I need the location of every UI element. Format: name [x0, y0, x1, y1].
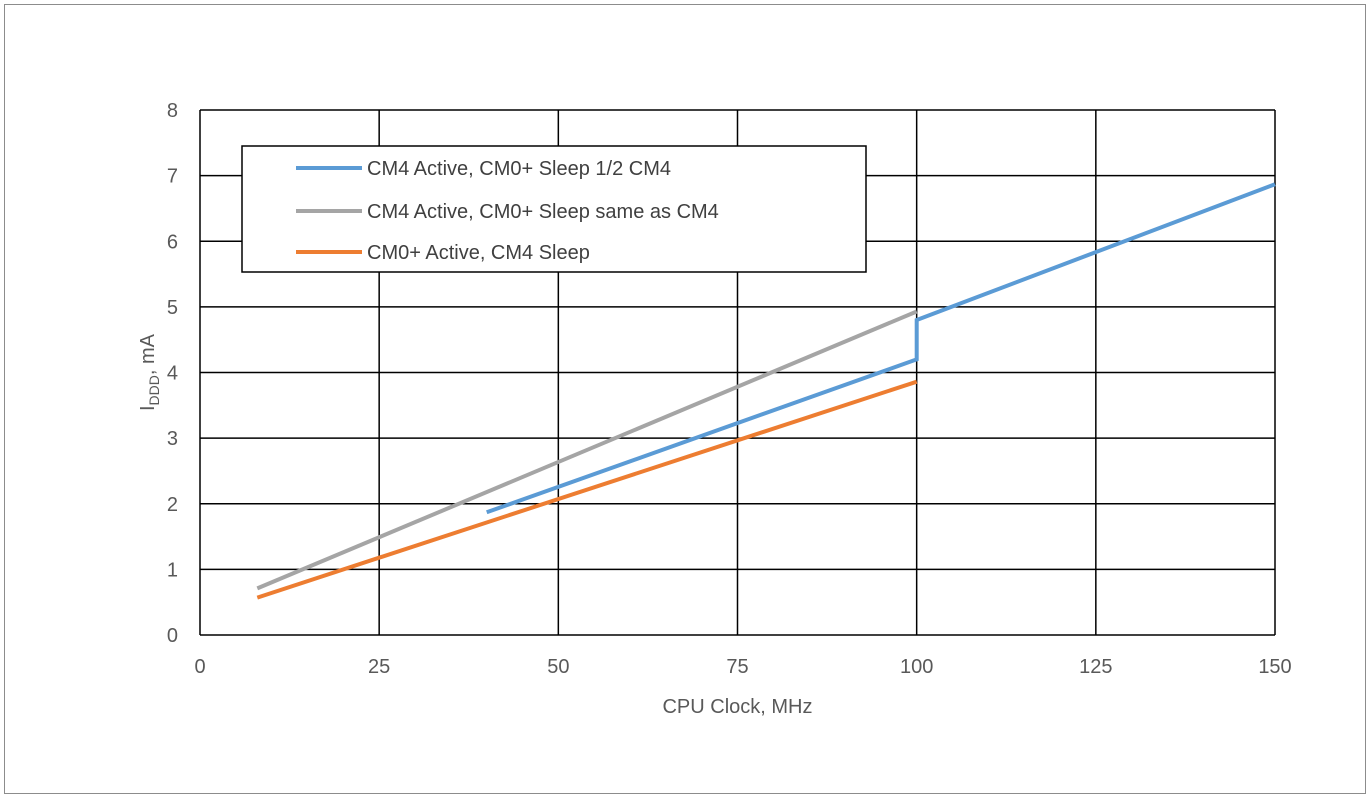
y-axis-title-main: I — [137, 405, 159, 411]
chart-frame — [4, 4, 1366, 794]
x-tick-label: 75 — [726, 656, 748, 678]
legend-label-3: CM0+ Active, CM4 Sleep — [367, 242, 590, 264]
legend-item-3: CM0+ Active, CM4 Sleep — [296, 242, 590, 264]
y-tick-label: 3 — [167, 428, 178, 450]
x-axis-title: CPU Clock, MHz — [662, 696, 812, 718]
legend-label-1: CM4 Active, CM0+ Sleep 1/2 CM4 — [367, 158, 671, 180]
x-tick-label: 25 — [368, 656, 390, 678]
series-line-1 — [486, 182, 1276, 515]
y-tick-label: 1 — [167, 559, 178, 581]
y-tick-label: 2 — [167, 494, 178, 516]
y-axis-title-tail: , mA — [137, 333, 159, 375]
y-tick-label: 8 — [167, 100, 178, 122]
x-tick-label: 0 — [194, 656, 205, 678]
x-tick-label: 100 — [900, 656, 933, 678]
y-tick-labels: 0 1 2 3 4 5 6 7 8 — [167, 100, 178, 647]
y-tick-label: 0 — [167, 625, 178, 647]
y-tick-label: 5 — [167, 297, 178, 319]
legend: CM4 Active, CM0+ Sleep 1/2 CM4 CM4 Activ… — [241, 145, 867, 273]
series-line-2 — [256, 309, 918, 591]
grid — [199, 109, 1276, 636]
series-lines — [256, 182, 1276, 600]
legend-label-2: CM4 Active, CM0+ Sleep same as CM4 — [367, 201, 719, 223]
x-tick-label: 125 — [1079, 656, 1112, 678]
x-tick-label: 150 — [1258, 656, 1291, 678]
x-tick-label: 50 — [547, 656, 569, 678]
y-tick-label: 7 — [167, 166, 178, 188]
y-tick-label: 4 — [167, 363, 178, 385]
legend-item-1: CM4 Active, CM0+ Sleep 1/2 CM4 — [296, 158, 671, 180]
y-tick-label: 6 — [167, 231, 178, 253]
x-tick-labels: 0 25 50 75 100 125 150 — [194, 656, 1291, 678]
y-axis-title-subscript: DDD — [146, 375, 162, 405]
legend-item-2: CM4 Active, CM0+ Sleep same as CM4 — [296, 201, 719, 223]
y-axis-title: IDDD, mA — [137, 333, 162, 411]
series-line-3 — [256, 379, 918, 600]
